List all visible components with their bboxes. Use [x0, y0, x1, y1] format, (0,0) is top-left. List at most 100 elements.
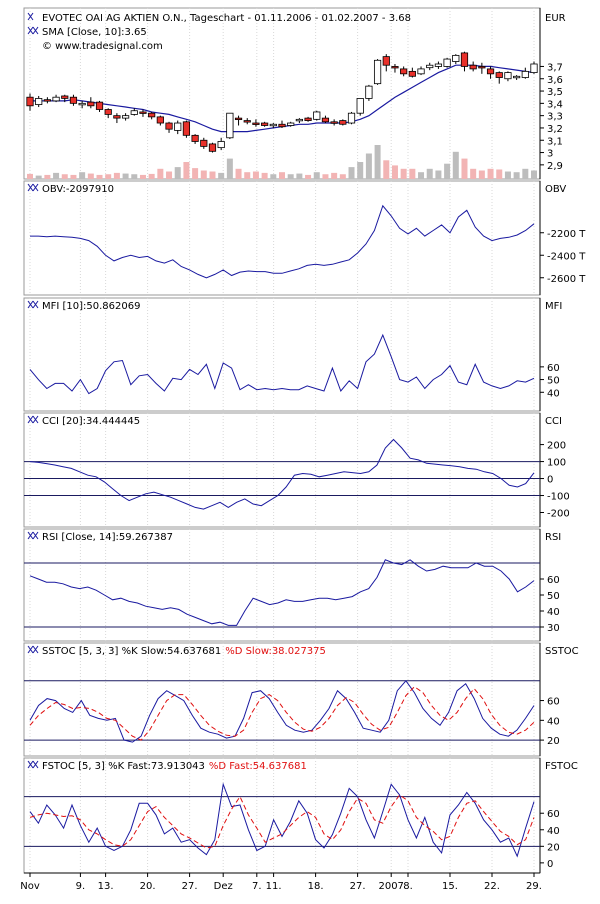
volume-bar [374, 145, 381, 179]
sstoc-panel [23, 642, 541, 757]
volume-bar [113, 172, 120, 179]
volume-bar [504, 171, 511, 179]
cross-stroke [32, 531, 39, 540]
cci-tick-label: -100 [547, 492, 570, 503]
candle-body-down [61, 95, 69, 99]
volume-bar [348, 167, 355, 179]
volume-bar [418, 172, 425, 179]
volume-bar [478, 170, 485, 179]
volume-bar [365, 153, 372, 179]
sstoc-frame [23, 642, 541, 757]
volume-bar [148, 173, 155, 179]
volume-bar [444, 163, 451, 179]
x-tick-label: 27. [182, 881, 198, 892]
candle-body-up [521, 70, 529, 78]
candle-body-up [504, 72, 512, 80]
volume-bar [131, 174, 138, 179]
volume-bar [79, 172, 86, 179]
candle-body-down [408, 70, 416, 77]
candle-body-down [486, 68, 495, 75]
candle [26, 93, 34, 111]
candle [521, 67, 529, 79]
candle-body-down [69, 96, 78, 104]
volume-bar [70, 174, 77, 179]
obv-tick-label: -2600 T [547, 274, 586, 285]
fstoc-main-line [29, 782, 535, 858]
candle [278, 120, 286, 128]
candle [495, 71, 503, 84]
candle-body-down [43, 99, 51, 102]
volume-bar [296, 173, 303, 179]
price-title: EVOTEC OAI AG AKTIEN O.N., Tageschart - … [42, 13, 411, 24]
sstoc-tick-label: 60 [547, 697, 560, 708]
cci-frame [23, 412, 541, 528]
rsi-panel [23, 528, 541, 642]
candle-body-down [304, 117, 312, 121]
volume-bar [87, 173, 94, 179]
candle [104, 108, 112, 119]
candle-body-up [426, 64, 434, 69]
fstoc-label: FSTOC [5, 3] %K Fast:73.913043 %D Fast:54… [42, 761, 307, 772]
volume-bar [122, 173, 129, 179]
obv-unit: OBV [545, 184, 566, 195]
x-tick-label: 8. [403, 881, 413, 892]
sstoc-signal-line [29, 686, 535, 741]
candle [165, 121, 173, 133]
candle [304, 116, 312, 122]
fstoc-tick-label: 0 [547, 859, 553, 870]
volume-bar [192, 168, 199, 179]
candle [478, 62, 486, 74]
price-tick-label: 3 [547, 149, 553, 160]
x-tick-label: 13. [98, 881, 114, 892]
obv-tick-label: -2400 T [547, 251, 586, 262]
candle-body-down [460, 52, 469, 67]
candle [191, 134, 199, 144]
cross-stroke [32, 26, 39, 35]
cross-stroke [32, 415, 39, 424]
candle-body-up [434, 63, 443, 67]
candle [504, 71, 512, 82]
candle [69, 94, 78, 106]
candle [321, 115, 330, 124]
candle-body-up [121, 115, 130, 119]
candle [61, 94, 69, 103]
volume-bar [531, 170, 537, 179]
candle-body-up [78, 102, 86, 106]
mfi-label: MFI [10]:50.862069 [42, 301, 140, 312]
candle-body-down [165, 122, 173, 130]
cci-tick-label: 0 [547, 475, 553, 486]
cross-stroke [32, 183, 39, 192]
volume-bar [339, 174, 346, 179]
candle-body-down [252, 122, 260, 125]
candle-body-down [469, 64, 477, 70]
fstoc-d-label: %D Fast:54.637681 [209, 761, 307, 772]
candle-body-up [452, 54, 460, 62]
volume-bar [313, 172, 320, 179]
volume-bar [461, 158, 468, 179]
cci-tick-label: 100 [547, 458, 566, 469]
fstoc-unit: FSTOC [545, 761, 578, 772]
x-tick-label: Nov [20, 881, 40, 892]
volume-bar [331, 172, 338, 179]
candle-body-down [478, 66, 486, 69]
candle [452, 54, 460, 64]
price-tick-label: 3,6 [547, 75, 563, 86]
candle [339, 119, 347, 126]
volume-bar [470, 168, 477, 179]
candle-body-up [217, 141, 225, 149]
candle [400, 66, 408, 77]
candle-body-down [139, 111, 147, 114]
fstoc-k-label: FSTOC [5, 3] %K Fast:73.913043 [42, 761, 205, 772]
volume-bar [426, 168, 433, 179]
sstoc-tick-label: 20 [547, 736, 560, 747]
candle [269, 123, 277, 128]
volume-bar [305, 174, 312, 179]
text-layer: EVOTEC OAI AG AKTIEN O.N., Tageschart - … [42, 13, 579, 772]
candle-body-up [365, 85, 373, 99]
fstoc-tick-label: 20 [547, 842, 560, 853]
volume-bar [157, 168, 164, 179]
volume-bar [496, 169, 503, 179]
indicator-icon [27, 645, 39, 654]
rsi-tick-label: 60 [547, 575, 560, 586]
candle [87, 97, 95, 109]
